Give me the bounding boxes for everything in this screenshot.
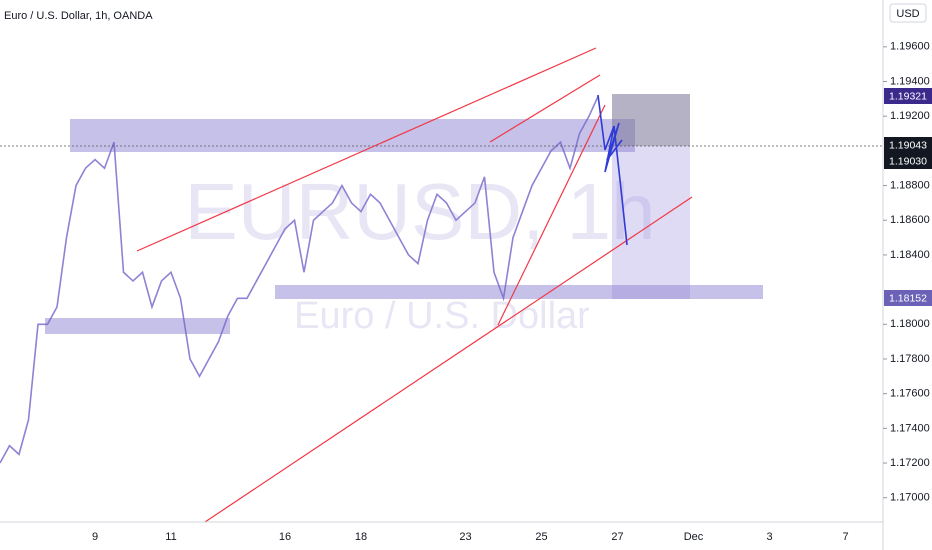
watermark: EURUSD, 1h	[184, 167, 655, 256]
zone	[45, 318, 230, 334]
y-tick-label: 1.17400	[890, 422, 930, 434]
price-badge-label: 1.19321	[889, 90, 927, 102]
y-tick-label: 1.17800	[890, 353, 930, 365]
price-badge-label: 1.19030	[889, 155, 927, 167]
chart-title: Euro / U.S. Dollar, 1h, OANDA	[4, 10, 153, 22]
x-tick-label: 11	[165, 531, 176, 543]
currency-button[interactable]	[889, 3, 927, 23]
zone	[70, 119, 635, 152]
trend-line	[489, 74, 601, 143]
x-tick-label: 3	[766, 531, 772, 543]
x-tick-label: 7	[842, 531, 848, 543]
y-tick-label: 1.18800	[890, 179, 930, 191]
price-badge	[884, 88, 932, 104]
y-tick-label: 1.17600	[890, 388, 930, 400]
trend-line	[497, 104, 606, 326]
y-tick-label: 1.18600	[890, 214, 930, 226]
price-badge-label: 1.18152	[889, 292, 927, 304]
price-badge-label: 1.19043	[889, 139, 927, 151]
projection-arrow	[613, 125, 628, 246]
price-badge	[884, 290, 932, 306]
x-tick-label: 16	[279, 531, 291, 543]
x-tick-label: 27	[611, 531, 623, 543]
x-tick-label: 18	[355, 531, 367, 543]
y-tick-label: 1.17000	[890, 492, 930, 504]
x-tick-label: 23	[459, 531, 471, 543]
watermark-subtitle: Euro / U.S. Dollar	[294, 295, 590, 337]
y-tick-label: 1.18400	[890, 249, 930, 261]
y-tick-label: 1.19200	[890, 110, 930, 122]
y-tick-label: 1.17200	[890, 457, 930, 469]
currency[interactable]: USD	[896, 8, 919, 20]
x-tick-label: 9	[92, 531, 98, 543]
projection	[597, 94, 623, 173]
zone	[275, 285, 763, 299]
x-tick-label: 25	[535, 531, 547, 543]
price-badges: 1.19321 1.19043 1.19030 1.18152	[884, 88, 932, 306]
y-tick-label: 1.19400	[890, 75, 930, 87]
stop-zone	[612, 94, 690, 146]
trend-line	[204, 196, 693, 523]
price-badge	[884, 153, 932, 169]
trend-line	[136, 47, 597, 252]
price-line	[0, 95, 600, 464]
y-tick-label: 1.18000	[890, 318, 930, 330]
drawings	[0, 47, 883, 523]
x-tick-label: Dec	[684, 531, 704, 543]
y-tick-label: 1.19600	[890, 41, 930, 53]
target-zone	[612, 146, 690, 299]
price-badge	[884, 137, 932, 153]
